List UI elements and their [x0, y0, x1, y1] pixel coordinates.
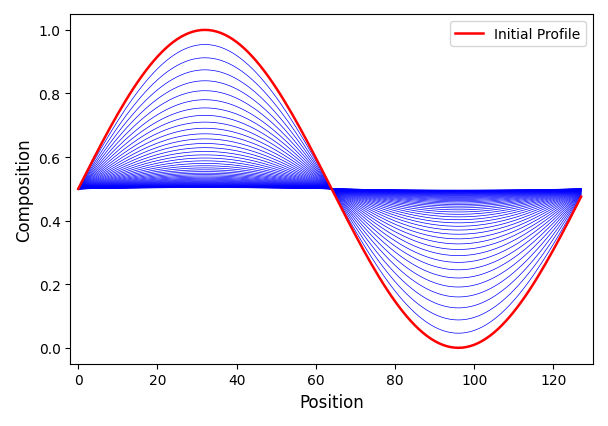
Initial Profile	[578, 195, 585, 200]
Initial Profile	[264, 75, 272, 80]
Initial Profile	[562, 225, 569, 230]
Initial Profile	[285, 105, 292, 110]
Initial Profile	[75, 187, 82, 192]
Y-axis label: Composition: Composition	[15, 138, 33, 241]
Legend: Initial Profile: Initial Profile	[450, 22, 586, 47]
Initial Profile	[198, 29, 205, 34]
Initial Profile	[201, 28, 209, 33]
Initial Profile	[340, 210, 347, 215]
Initial Profile	[514, 304, 522, 309]
Initial Profile	[455, 345, 462, 351]
Line: Initial Profile: Initial Profile	[78, 31, 581, 348]
X-axis label: Position: Position	[299, 393, 364, 411]
